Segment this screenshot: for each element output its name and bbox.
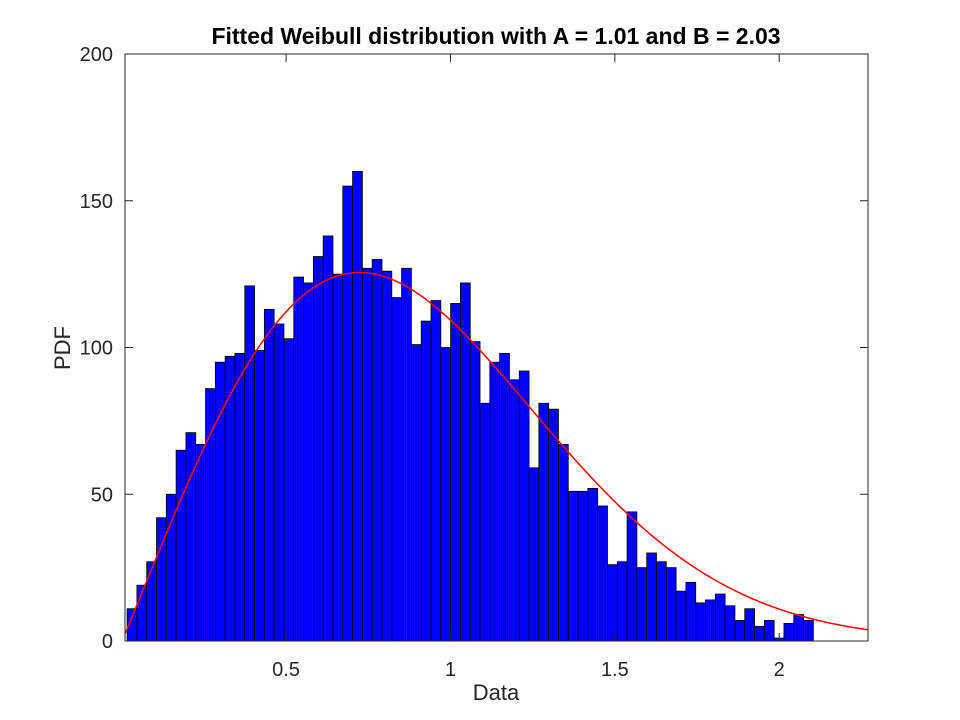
fitted-curve-layer	[124, 271, 869, 634]
histogram-bar	[783, 622, 795, 642]
histogram-bar	[450, 303, 461, 642]
x-tick-label: 2	[774, 659, 785, 681]
histogram-bar	[675, 590, 687, 642]
histogram-bar	[597, 505, 608, 642]
histogram-bar	[234, 352, 246, 642]
histogram-bar	[322, 235, 334, 642]
fitted-weibull-curve	[124, 271, 869, 634]
y-tick-label: 200	[80, 44, 113, 66]
histogram-bar	[440, 347, 452, 642]
histogram-bar	[401, 267, 412, 642]
histogram-bar	[695, 602, 706, 642]
histogram-bar	[636, 567, 648, 642]
x-tick-label: 0.5	[272, 659, 300, 681]
histogram-bar	[754, 625, 765, 642]
histogram-bar	[244, 285, 255, 642]
histogram-bar	[499, 352, 510, 642]
histogram-bar	[371, 259, 383, 642]
histogram-bar	[430, 300, 442, 642]
histogram-bar	[263, 308, 275, 642]
histogram-bar	[460, 282, 471, 642]
histogram-bar	[538, 402, 550, 642]
histogram-bar	[469, 341, 481, 642]
x-tick-label: 1.5	[601, 659, 629, 681]
histogram-bar	[411, 344, 422, 642]
histogram-bar	[714, 593, 726, 642]
x-tick-label: 1	[445, 659, 456, 681]
y-tick-label: 100	[80, 338, 113, 360]
histogram-bar	[420, 320, 432, 642]
histogram-bar	[577, 490, 589, 642]
histogram-bar	[509, 379, 520, 642]
histogram-bar	[734, 620, 746, 642]
histogram-bar	[185, 432, 197, 642]
histogram-bar	[214, 361, 226, 642]
histogram-bar	[587, 487, 599, 642]
histogram-bar	[665, 567, 677, 642]
histogram-bar	[195, 443, 206, 642]
histogram-bar	[616, 561, 628, 642]
histogram-bar	[391, 297, 403, 642]
histogram-bar	[489, 361, 501, 642]
histogram-bar	[146, 561, 157, 642]
y-axis-label: PDF	[50, 326, 75, 370]
histogram-bar	[273, 323, 285, 642]
histogram-bar	[803, 620, 814, 642]
y-tick-label: 150	[80, 191, 113, 213]
x-axis-label: Data	[473, 680, 520, 705]
histogram-bar	[567, 490, 579, 642]
axis-ticks: 0.5 1 1.5 2 0 50 100 150 200	[80, 44, 868, 681]
histogram-bar	[656, 561, 667, 642]
histogram-bar	[607, 564, 618, 642]
histogram-bar	[744, 608, 755, 642]
histogram-bar	[479, 402, 491, 642]
y-tick-label: 0	[102, 631, 113, 653]
histogram-bar	[685, 581, 697, 642]
histogram-bar	[175, 449, 187, 642]
histogram-bar	[293, 276, 304, 642]
histogram-bar	[224, 355, 236, 642]
histogram-bar	[312, 256, 324, 642]
histogram-bar	[793, 614, 804, 642]
histogram-bar	[528, 467, 540, 642]
chart-title: Fitted Weibull distribution with A = 1.0…	[211, 23, 780, 49]
histogram-bar	[626, 511, 638, 642]
histogram-bar	[165, 493, 177, 642]
histogram-bar	[763, 620, 775, 642]
histogram-bar	[342, 185, 353, 642]
histogram-bar	[705, 599, 716, 642]
histogram-bar	[254, 350, 265, 642]
histogram-bar	[646, 552, 657, 642]
histogram-bar	[381, 270, 393, 642]
histogram-bar	[558, 443, 569, 642]
histogram-bar	[332, 273, 344, 642]
histogram-bar	[303, 282, 314, 642]
histogram-bar	[724, 605, 736, 642]
histogram-bar	[361, 267, 373, 642]
histogram-bar	[283, 338, 295, 642]
histogram-bar	[518, 370, 530, 642]
histogram-bars	[126, 170, 814, 642]
y-tick-label: 50	[91, 484, 113, 506]
histogram-bar	[548, 408, 559, 642]
histogram-bar	[352, 170, 363, 642]
